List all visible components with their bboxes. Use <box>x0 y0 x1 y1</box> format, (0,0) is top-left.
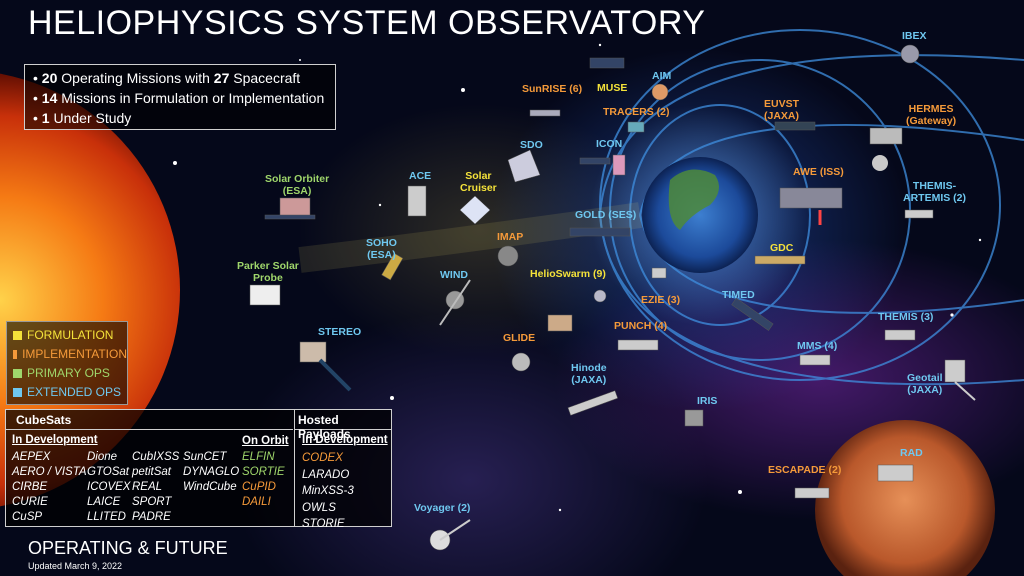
label-parker-solar-probe: Parker Solar Probe <box>237 260 299 284</box>
label-rad: RAD <box>900 447 923 459</box>
label-geotail: Geotail (JAXA) <box>907 372 943 396</box>
stereo-craft <box>299 341 352 392</box>
gdc-craft <box>754 255 806 265</box>
cubesat-list-col3: CubIXSS petitSat REAL SPORT PADRE <box>132 451 180 523</box>
mission-stats-box: • 20 Operating Missions with 27 Spacecra… <box>24 64 336 130</box>
label-aim: AIM <box>652 70 672 82</box>
legend-item-extended-ops: EXTENDED OPS <box>13 383 127 402</box>
label-stereo: STEREO <box>318 326 362 338</box>
hosted-in-development-label: In Development <box>302 434 388 446</box>
soho-craft <box>381 252 404 281</box>
label-awe: AWE (ISS) <box>793 166 844 178</box>
parker-craft <box>249 284 281 306</box>
label-hinode: Hinode (JAXA) <box>571 362 607 386</box>
status-legend: FORMULATION IMPLEMENTATION PRIMARY OPS E… <box>6 321 128 405</box>
punch-craft <box>617 339 659 351</box>
label-iris: IRIS <box>697 395 718 407</box>
sunrise-craft <box>529 109 561 117</box>
ezie-craft <box>651 267 667 279</box>
hermes-craft <box>869 127 903 145</box>
label-glide: GLIDE <box>503 332 536 344</box>
label-sunrise: SunRISE (6) <box>522 83 583 95</box>
sdo-craft <box>507 149 541 183</box>
label-gdc: GDC <box>770 242 794 254</box>
label-timed: TIMED <box>722 289 755 301</box>
cubesat-list-col4: SunCET DYNAGLO WindCube <box>183 451 240 493</box>
cubesat-on-orbit-list: ELFIN SORTIE CuPID DAILI <box>242 451 285 508</box>
solar-wind-beam <box>298 202 642 273</box>
label-ace: ACE <box>409 170 432 182</box>
label-punch: PUNCH (4) <box>614 320 668 332</box>
label-sdo: SDO <box>520 139 543 151</box>
iris-craft <box>684 409 704 427</box>
legend-item-formulation: FORMULATION <box>13 326 127 345</box>
gold-craft <box>569 227 631 237</box>
label-icon: ICON <box>596 138 623 150</box>
solar-cruiser-craft <box>459 195 491 225</box>
label-solar-cruiser: Solar Cruiser <box>460 170 497 194</box>
label-helioswarm: HelioSwarm (9) <box>530 268 606 280</box>
euvst-craft <box>774 121 816 131</box>
cubesat-list-col2: Dione GTOSat ICOVEX LAICE LLITED <box>87 451 131 523</box>
helioswarm-craft <box>547 289 607 332</box>
mms-craft <box>799 354 831 366</box>
awe-iss-craft <box>779 187 843 225</box>
wind-craft <box>439 279 471 326</box>
label-hermes: HERMES (Gateway) <box>906 103 957 127</box>
label-ezie: EZIE (3) <box>641 294 681 306</box>
label-solar-orbiter: Solar Orbiter (ESA) <box>265 173 330 197</box>
cubesats-in-development-label: In Development <box>12 434 98 446</box>
icon-craft <box>579 154 626 176</box>
aim-craft <box>651 83 669 101</box>
mars <box>815 420 995 576</box>
label-gold: GOLD (SES) <box>575 209 637 221</box>
label-mms: MMS (4) <box>797 340 838 352</box>
timed-craft <box>731 297 774 331</box>
earth-continent <box>668 169 719 230</box>
label-voyager: Voyager (2) <box>414 502 471 514</box>
geotail-craft <box>944 359 976 401</box>
cubesats-header: CubeSats <box>16 413 72 427</box>
ibex-craft <box>900 44 920 64</box>
hosted-payloads-list: CODEX LARADO MinXSS-3 OWLS STORIE <box>302 452 354 530</box>
page-title: HELIOPHYSICS SYSTEM OBSERVATORY <box>28 4 706 42</box>
moon <box>872 155 888 171</box>
label-tracers: TRACERS (2) <box>603 106 670 118</box>
stat-operating: • 20 Operating Missions with 27 Spacecra… <box>33 70 301 86</box>
cubesats-on-orbit-label: On Orbit <box>242 435 289 447</box>
legend-item-primary-ops: PRIMARY OPS <box>13 364 127 383</box>
stat-formulation: • 14 Missions in Formulation or Implemen… <box>33 90 325 106</box>
stars <box>173 43 982 512</box>
label-muse: MUSE <box>597 82 628 94</box>
escapade-craft <box>794 487 830 499</box>
themis-craft <box>884 329 916 341</box>
glide-craft <box>511 352 531 372</box>
label-themis: THEMIS (3) <box>878 311 934 323</box>
label-themis-artemis: THEMIS- ARTEMIS (2) <box>903 180 966 204</box>
hinode-craft <box>567 390 618 416</box>
cubesats-table: CubeSats Hosted Payloads In Development … <box>5 409 392 530</box>
label-escapade: ESCAPADE (2) <box>768 464 842 476</box>
imap-craft <box>497 245 519 267</box>
label-euvst: EUVST (JAXA) <box>764 98 800 122</box>
hosted-payloads-header: Hosted Payloads <box>298 413 351 441</box>
label-soho: SOHO (ESA) <box>366 237 397 261</box>
ace-craft <box>407 185 427 217</box>
solar-orbiter-craft <box>264 197 316 220</box>
rad-rover-craft <box>877 464 914 482</box>
label-wind: WIND <box>440 269 468 281</box>
cubesat-list-col1: AEPEX AERO / VISTA CIRBE CURIE CuSP <box>12 451 87 523</box>
label-imap: IMAP <box>497 231 524 243</box>
updated-date: Updated March 9, 2022 <box>28 561 123 571</box>
label-ibex: IBEX <box>902 30 927 42</box>
footer-title: OPERATING & FUTURE <box>28 538 228 558</box>
themis-artemis-craft <box>904 209 934 219</box>
tracers-craft <box>627 121 645 133</box>
muse-craft <box>589 57 625 69</box>
legend-item-implementation: IMPLEMENTATION <box>13 345 127 364</box>
stat-under-study: • 1 Under Study <box>33 110 132 126</box>
voyager-craft <box>429 519 471 551</box>
